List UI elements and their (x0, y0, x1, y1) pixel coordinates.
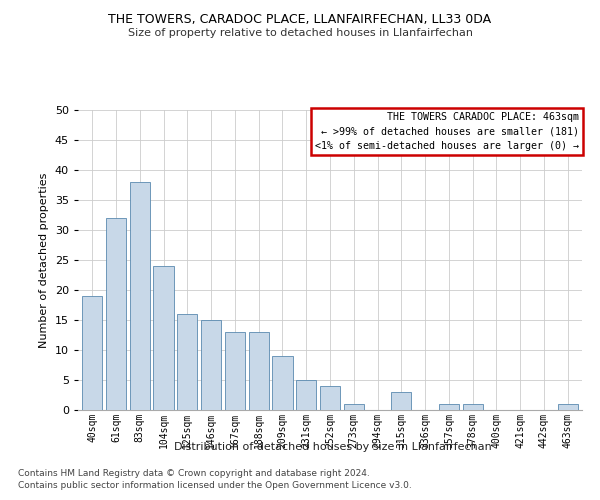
Text: Contains public sector information licensed under the Open Government Licence v3: Contains public sector information licen… (18, 481, 412, 490)
Bar (201, 320, 221, 410)
Bar (344, 404, 364, 410)
Bar (439, 404, 459, 410)
Bar (272, 356, 293, 410)
Bar (130, 182, 150, 410)
Bar (106, 218, 126, 410)
Text: Size of property relative to detached houses in Llanfairfechan: Size of property relative to detached ho… (128, 28, 473, 38)
Text: THE TOWERS, CARADOC PLACE, LLANFAIRFECHAN, LL33 0DA: THE TOWERS, CARADOC PLACE, LLANFAIRFECHA… (109, 12, 491, 26)
Bar (225, 332, 245, 410)
Text: Contains HM Land Registry data © Crown copyright and database right 2024.: Contains HM Land Registry data © Crown c… (18, 468, 370, 477)
Text: Distribution of detached houses by size in Llanfairfechan: Distribution of detached houses by size … (174, 442, 492, 452)
Bar (320, 386, 340, 410)
Bar (391, 392, 412, 410)
Bar (557, 404, 578, 410)
Bar (296, 380, 316, 410)
Bar (82, 296, 103, 410)
Bar (154, 266, 173, 410)
Bar (248, 332, 269, 410)
Bar (463, 404, 483, 410)
Bar (177, 314, 197, 410)
Y-axis label: Number of detached properties: Number of detached properties (39, 172, 49, 348)
Text: THE TOWERS CARADOC PLACE: 463sqm
← >99% of detached houses are smaller (181)
<1%: THE TOWERS CARADOC PLACE: 463sqm ← >99% … (316, 112, 580, 151)
